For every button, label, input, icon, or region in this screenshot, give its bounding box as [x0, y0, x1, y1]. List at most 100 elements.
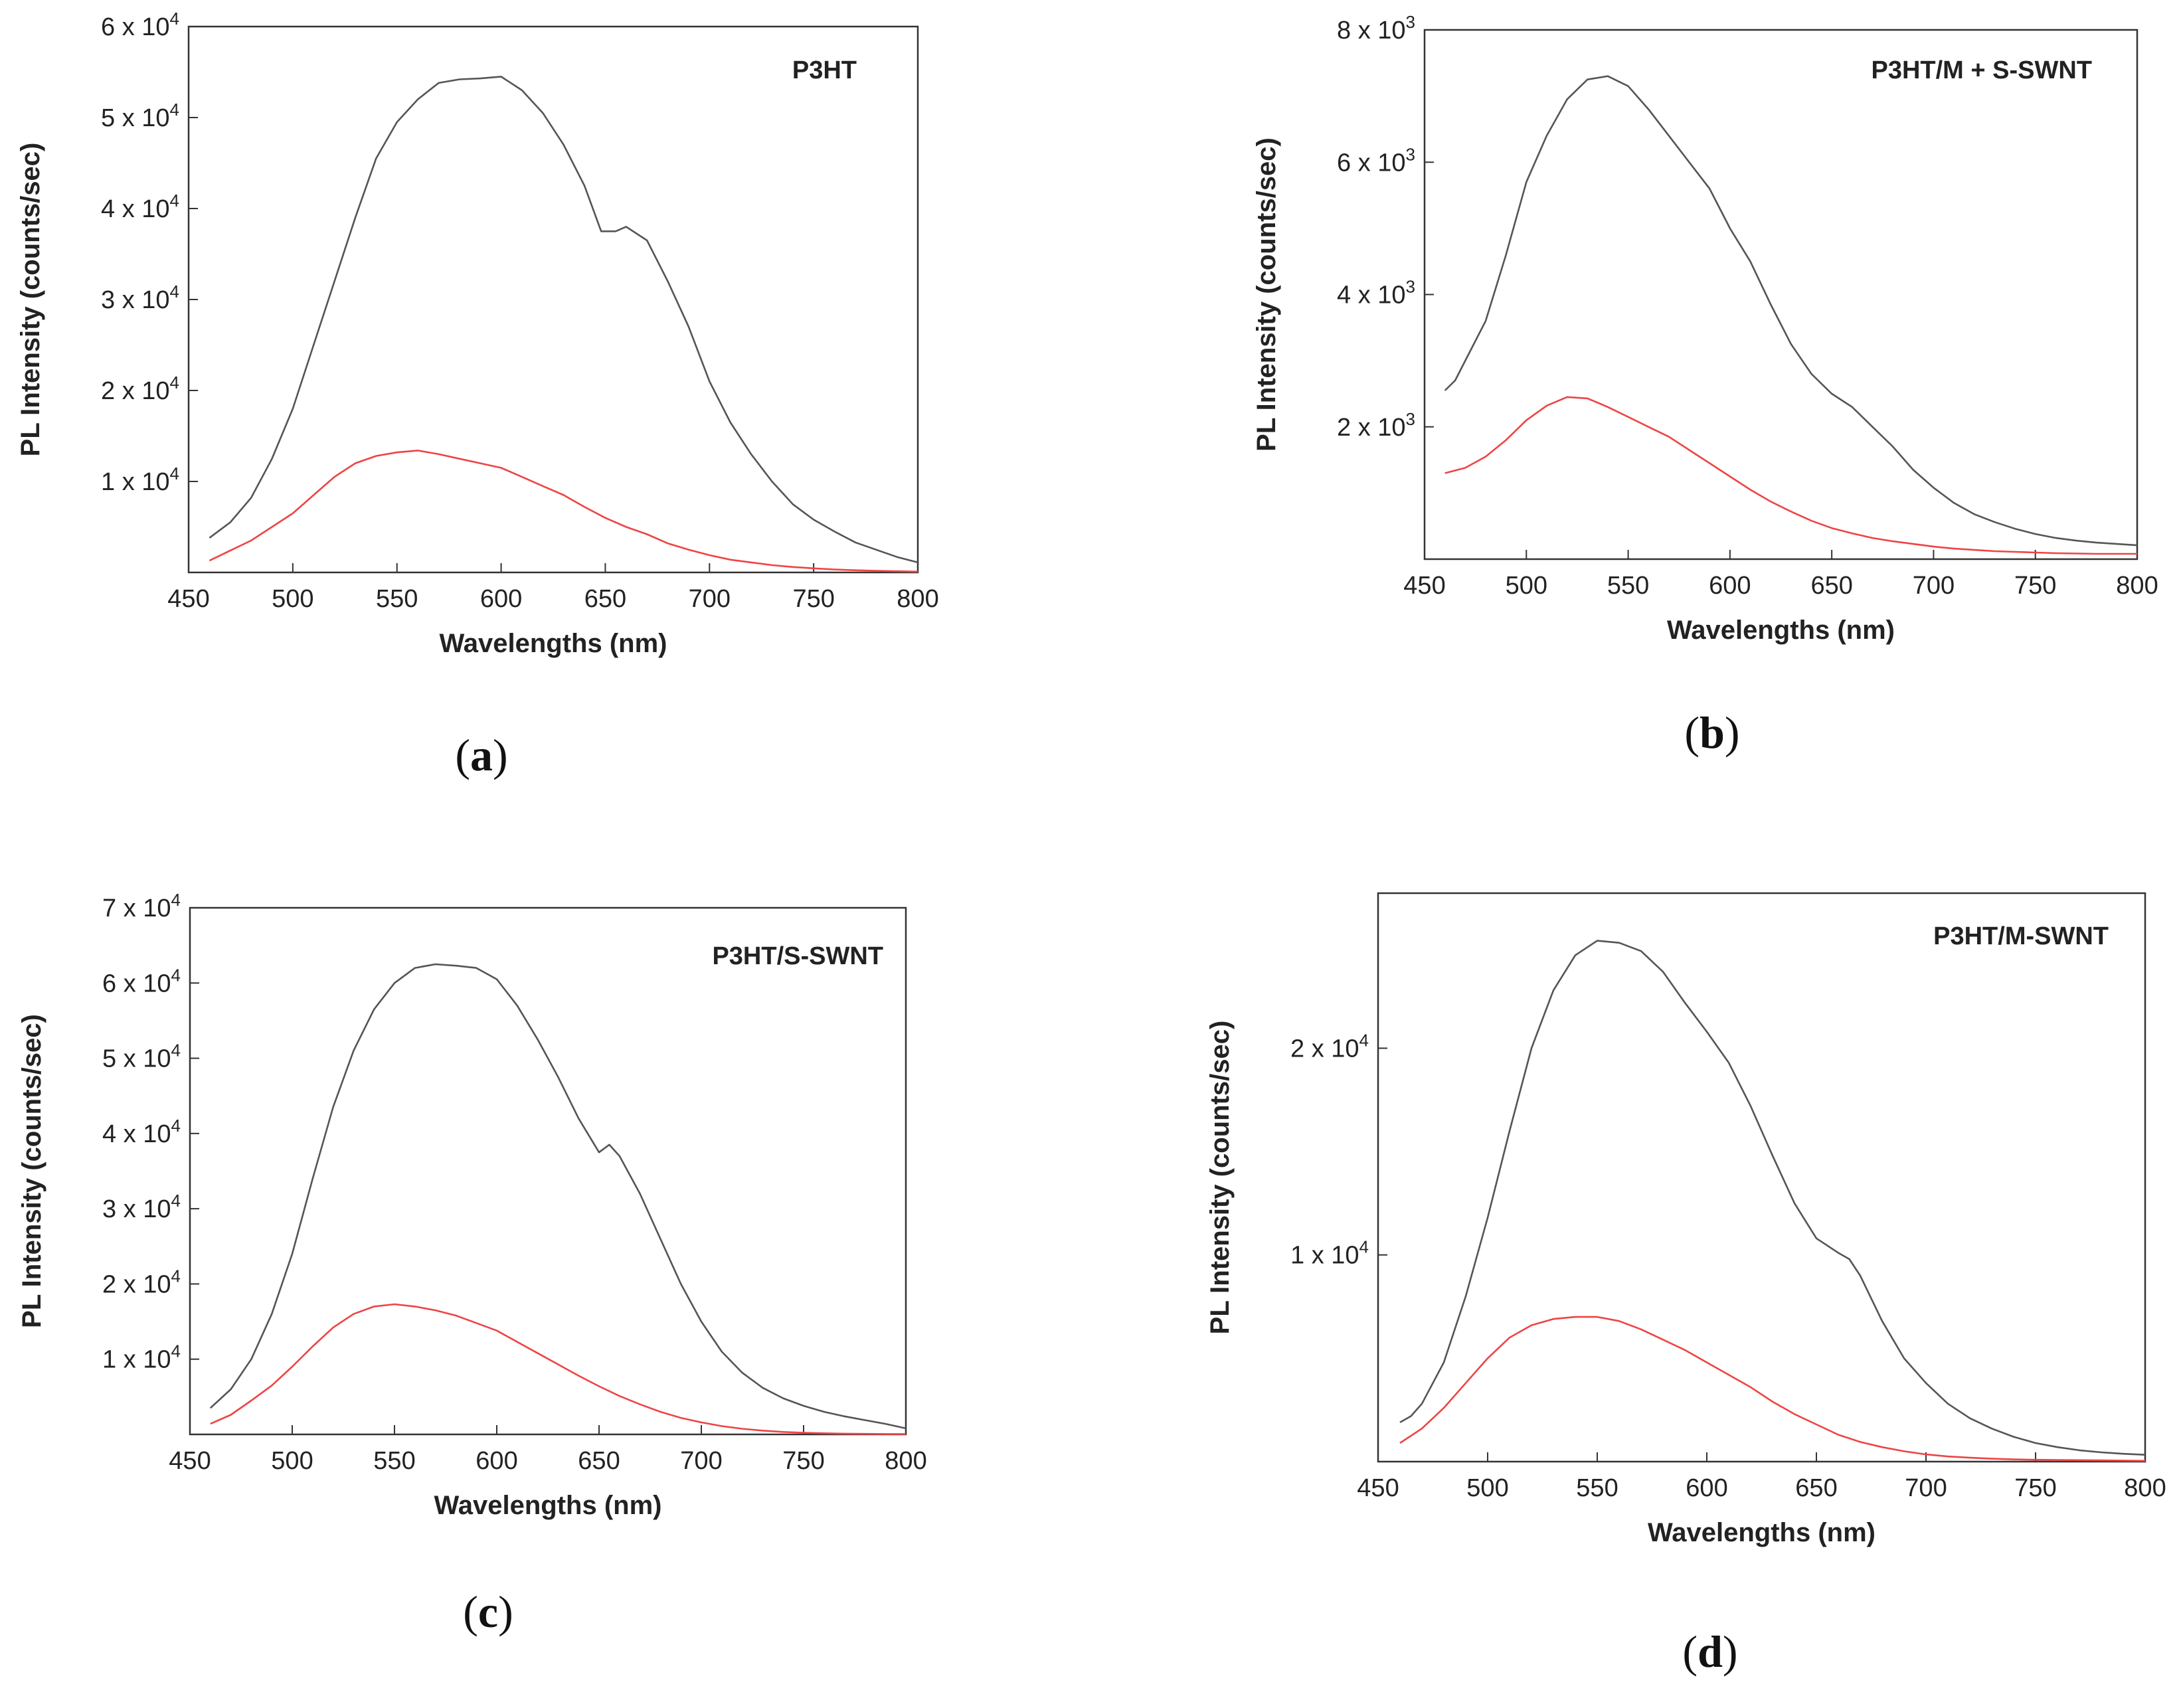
y-tick-base: x 10: [1351, 414, 1405, 442]
x-tick-label: 500: [1466, 1474, 1508, 1502]
y-tick-label: 8 x 103: [1337, 12, 1415, 44]
plot-frame: [1377, 892, 2146, 1463]
y-tick-label: 6 x 103: [1337, 144, 1415, 177]
x-tick-label: 450: [1357, 1474, 1399, 1502]
x-tick-label: 550: [373, 1447, 415, 1475]
y-tick-label: 6 x 104: [101, 9, 179, 41]
series-line-red: [1444, 396, 2137, 555]
y-tick-mantissa: 4: [1337, 282, 1351, 309]
series-line-red: [210, 1303, 907, 1435]
x-tick-label: 600: [1686, 1474, 1727, 1502]
y-tick-mantissa: 2: [102, 1270, 116, 1298]
y-tick-base: x 10: [116, 1195, 171, 1223]
caption-letter: b: [1700, 707, 1725, 758]
x-tick-label: 600: [476, 1447, 517, 1475]
panel-caption: (b): [1684, 707, 1739, 758]
y-tick-mantissa: 4: [102, 1120, 116, 1148]
x-tick-label: 500: [271, 1447, 313, 1475]
y-tick-label: 2 x 104: [1290, 1030, 1369, 1063]
x-tick-label: 600: [1709, 572, 1751, 600]
y-tick-mantissa: 2: [101, 377, 115, 405]
caption-letter: d: [1698, 1626, 1723, 1677]
y-tick-base: x 10: [115, 13, 169, 41]
y-tick-label: 1 x 104: [102, 1341, 181, 1374]
y-tick-exponent: 4: [170, 464, 179, 483]
y-tick-mantissa: 3: [101, 286, 115, 314]
series-line-black: [209, 963, 907, 1430]
panel-title: P3HT/M-SWNT: [1933, 922, 2109, 950]
y-tick-exponent: 4: [171, 1341, 181, 1361]
panel-caption: (a): [455, 730, 507, 780]
y-tick-exponent: 3: [1406, 277, 1415, 297]
y-tick-exponent: 4: [170, 282, 179, 301]
panel-c: P3HT/S-SWNT Wavelengths (nm) PL Intensit…: [17, 890, 927, 1637]
y-tick-label: 3 x 104: [101, 282, 179, 314]
y-tick-exponent: 3: [1406, 12, 1415, 32]
plot-frame: [1423, 29, 2138, 560]
y-tick-base: x 10: [116, 1270, 171, 1298]
x-tick-label: 650: [584, 585, 626, 613]
x-tick-label: 800: [2116, 572, 2158, 600]
y-tick-mantissa: 6: [101, 13, 115, 41]
x-tick-label: 450: [167, 585, 209, 613]
y-tick-exponent: 4: [171, 965, 181, 985]
y-tick-label: 3 x 104: [102, 1191, 181, 1223]
y-tick-mantissa: 2: [1337, 414, 1351, 442]
y-tick-base: x 10: [1351, 282, 1405, 309]
series-line-black: [1444, 75, 2138, 547]
caption-letter: c: [478, 1586, 498, 1637]
x-tick-label: 550: [376, 585, 418, 613]
x-tick-label: 450: [169, 1447, 211, 1475]
x-tick-label: 750: [792, 585, 834, 613]
x-axis-title: Wavelengths (nm): [434, 1491, 662, 1520]
y-tick-mantissa: 8: [1337, 17, 1351, 44]
y-tick-exponent: 4: [171, 1116, 181, 1136]
y-tick-label: 1 x 104: [1290, 1237, 1369, 1270]
y-tick-base: x 10: [1351, 17, 1405, 44]
panel-b: P3HT/M + S-SWNT Wavelengths (nm) PL Inte…: [1252, 12, 2158, 758]
panel-caption: (d): [1682, 1626, 1737, 1677]
y-tick-mantissa: 2: [1290, 1035, 1304, 1063]
panel-a: P3HT Wavelengths (nm) PL Intensity (coun…: [16, 9, 939, 780]
x-tick-label: 600: [480, 585, 522, 613]
plot-frame: [189, 906, 907, 1436]
y-tick-base: x 10: [116, 1346, 171, 1374]
x-tick-label: 700: [1913, 572, 1955, 600]
y-tick-label: 5 x 104: [102, 1041, 181, 1073]
x-tick-label: 800: [2124, 1474, 2166, 1502]
y-tick-label: 7 x 104: [102, 890, 181, 922]
x-tick-label: 500: [1506, 572, 1547, 600]
y-tick-mantissa: 6: [1337, 149, 1351, 177]
y-tick-base: x 10: [115, 286, 169, 314]
y-tick-exponent: 4: [170, 373, 179, 392]
y-tick-label: 2 x 104: [102, 1266, 181, 1298]
y-tick-base: x 10: [115, 468, 169, 496]
y-tick-mantissa: 1: [101, 468, 115, 496]
y-tick-base: x 10: [116, 1045, 171, 1073]
x-axis-title: Wavelengths (nm): [440, 629, 667, 658]
y-tick-label: 4 x 103: [1337, 277, 1415, 309]
x-tick-label: 700: [689, 585, 731, 613]
series-group: [209, 963, 907, 1435]
x-tick-label: 650: [1795, 1474, 1837, 1502]
y-tick-label: 2 x 104: [101, 373, 179, 405]
series-group: [1399, 940, 2146, 1462]
y-tick-label: 1 x 104: [101, 464, 179, 496]
series-group: [1444, 75, 2138, 555]
x-tick-label: 700: [1905, 1474, 1947, 1502]
y-tick-exponent: 4: [171, 1041, 181, 1061]
y-tick-label: 4 x 104: [102, 1116, 181, 1148]
y-tick-label: 5 x 104: [101, 100, 179, 132]
x-tick-label: 800: [885, 1447, 926, 1475]
x-tick-label: 550: [1607, 572, 1649, 600]
x-tick-label: 650: [578, 1447, 620, 1475]
caption-letter: a: [470, 730, 493, 780]
y-tick-exponent: 4: [171, 1266, 181, 1286]
x-tick-label: 450: [1403, 572, 1445, 600]
y-tick-mantissa: 6: [102, 970, 116, 997]
x-tick-label: 550: [1576, 1474, 1618, 1502]
series-line-red: [1399, 1316, 2146, 1462]
